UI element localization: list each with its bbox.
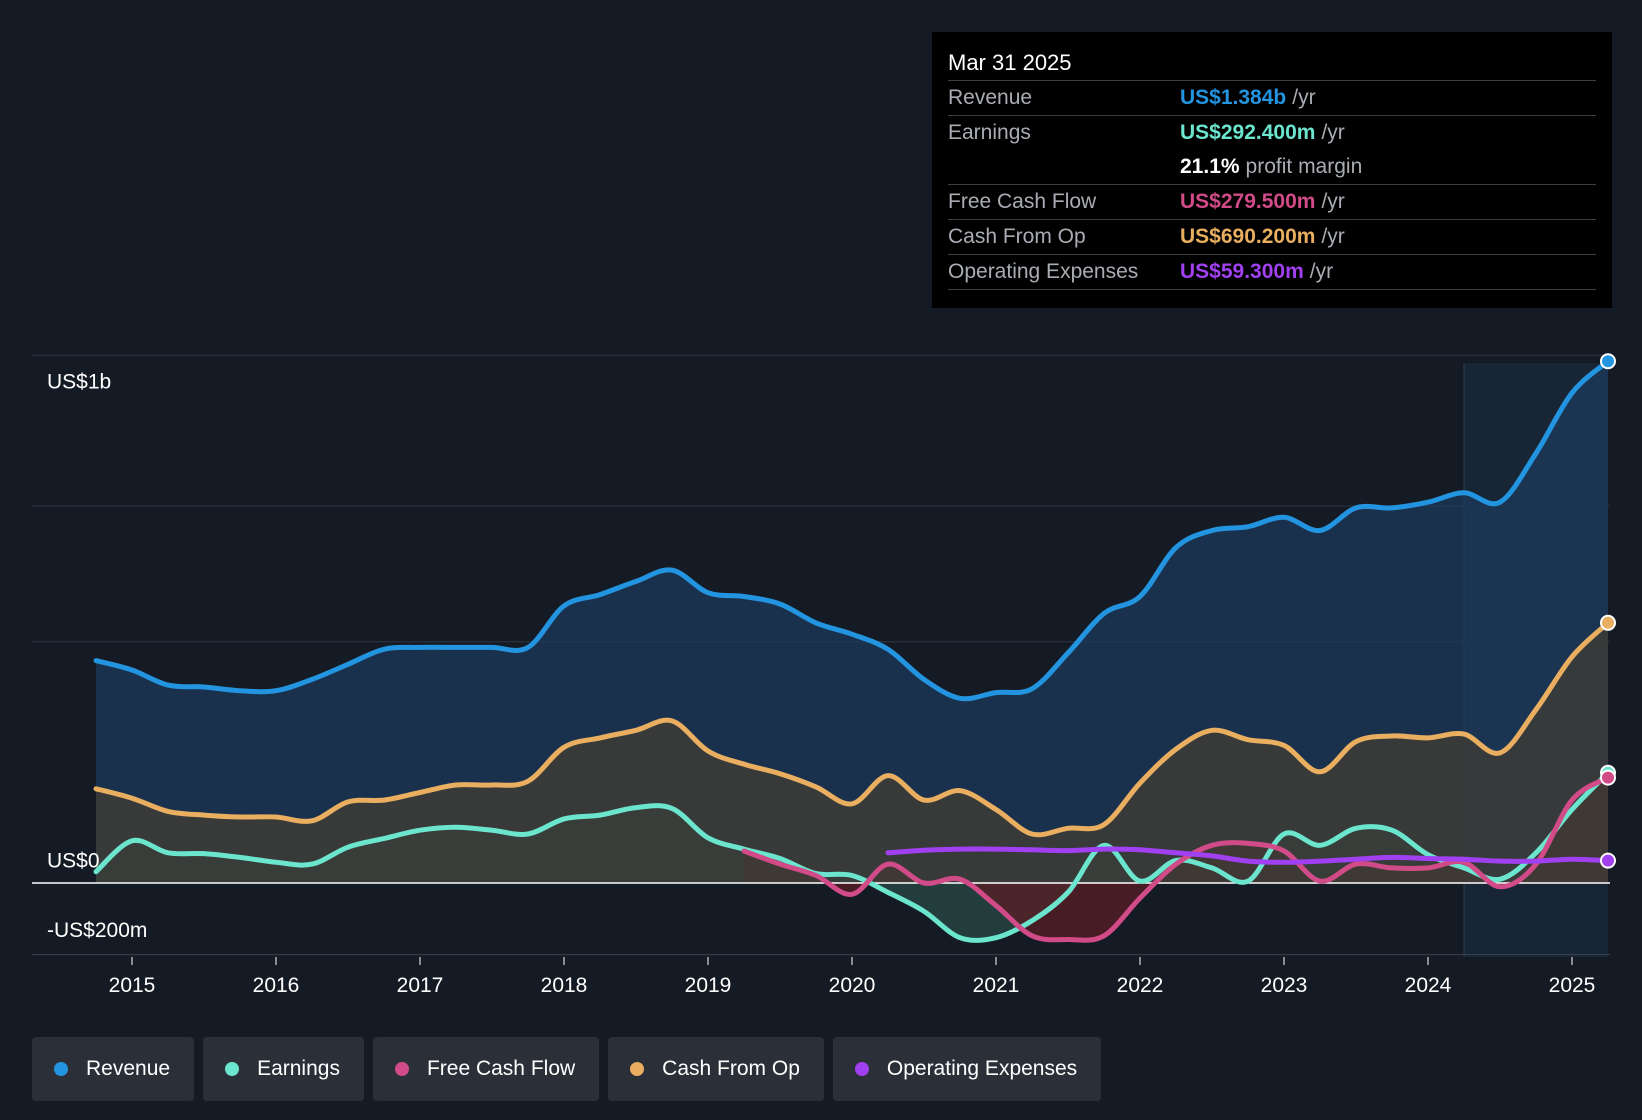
legend-label: Earnings — [257, 1057, 340, 1080]
tooltip-panel: Mar 31 2025 Revenue US$1.384b /yr Earnin… — [932, 32, 1612, 308]
x-tick-label: 2015 — [109, 974, 156, 997]
tooltip-label: Free Cash Flow — [948, 190, 1097, 213]
legend-dot-icon — [54, 1062, 68, 1076]
tooltip-label: Cash From Op — [948, 225, 1086, 248]
tooltip-row-profit-margin: 21.1% profit margin — [948, 150, 1596, 184]
tooltip-value: US$1.384b — [1180, 86, 1287, 109]
legend-dot-icon — [225, 1062, 240, 1076]
tooltip-label: Earnings — [948, 121, 1031, 144]
tooltip-value: US$690.200m — [1180, 225, 1316, 248]
tooltip-suffix: /yr — [1292, 86, 1316, 109]
legend-label: Revenue — [86, 1057, 171, 1080]
x-tick-label: 2022 — [1117, 974, 1164, 997]
legend-item-operating-expenses[interactable]: Operating Expenses — [832, 1037, 1102, 1101]
tooltip-value: US$279.500m — [1180, 190, 1316, 213]
series-area-cash-from-op — [96, 622, 1608, 883]
tooltip-suffix: /yr — [1321, 225, 1345, 248]
legend: Revenue Earnings Free Cash Flow Cash Fro… — [32, 1037, 1102, 1101]
series-line-free-cash-flow — [741, 775, 1611, 943]
x-tick-label: 2018 — [541, 974, 588, 997]
x-tick-label: 2019 — [685, 974, 732, 997]
tooltip-value: 21.1% — [1180, 155, 1240, 178]
legend-label: Cash From Op — [662, 1057, 800, 1080]
tooltip-row-free-cash-flow: Free Cash Flow US$279.500m /yr — [948, 184, 1596, 219]
legend-dot-icon — [394, 1062, 409, 1076]
legend-item-free-cash-flow[interactable]: Free Cash Flow — [372, 1037, 600, 1101]
series-point-free-cash-flow — [1600, 769, 1616, 786]
series-line-operating-expenses — [885, 846, 1611, 865]
series-point-revenue — [1600, 353, 1616, 370]
legend-label: Operating Expenses — [886, 1057, 1078, 1080]
x-tick-label: 2024 — [1405, 974, 1452, 997]
legend-item-cash-from-op[interactable]: Cash From Op — [608, 1037, 824, 1101]
legend-dot-icon — [630, 1062, 645, 1076]
series-point-cash-from-op — [1600, 614, 1616, 631]
tooltip-label: Operating Expenses — [948, 260, 1139, 283]
tooltip-suffix: /yr — [1321, 121, 1345, 144]
tooltip-value: US$59.300m — [1180, 260, 1304, 283]
y-axis-label: -US$200m — [47, 919, 147, 942]
x-tick-label: 2020 — [829, 974, 876, 997]
x-tick-label: 2025 — [1549, 974, 1596, 997]
tooltip-row-cash-from-op: Cash From Op US$690.200m /yr — [948, 219, 1596, 254]
legend-label: Free Cash Flow — [426, 1057, 576, 1080]
legend-item-earnings[interactable]: Earnings — [203, 1037, 364, 1101]
series-line-cash-from-op — [93, 620, 1611, 838]
tooltip-date: Mar 31 2025 — [948, 50, 1072, 75]
tooltip-suffix: /yr — [1321, 190, 1345, 213]
tooltip-row-operating-expenses: Operating Expenses US$59.300m /yr — [948, 254, 1596, 290]
series-line-revenue — [93, 358, 1611, 702]
legend-item-revenue[interactable]: Revenue — [32, 1037, 195, 1101]
tooltip-suffix: profit margin — [1245, 155, 1363, 178]
series-point-operating-expenses — [1600, 852, 1616, 869]
tooltip-label: Revenue — [948, 86, 1033, 109]
y-axis-label: US$0 — [47, 849, 100, 872]
x-tick-label: 2023 — [1261, 974, 1308, 997]
y-axis-label: US$1b — [47, 371, 111, 394]
x-tick-label: 2021 — [973, 974, 1020, 997]
x-tick-label: 2017 — [397, 974, 444, 997]
series-line-earnings — [93, 770, 1611, 943]
x-tick-label: 2016 — [253, 974, 300, 997]
tooltip-row-earnings: Earnings US$292.400m /yr — [948, 115, 1596, 150]
legend-dot-icon — [854, 1062, 869, 1076]
tooltip-row-revenue: Revenue US$1.384b /yr — [948, 80, 1596, 115]
tooltip-suffix: /yr — [1309, 260, 1334, 283]
tooltip-value: US$292.400m — [1180, 121, 1316, 144]
